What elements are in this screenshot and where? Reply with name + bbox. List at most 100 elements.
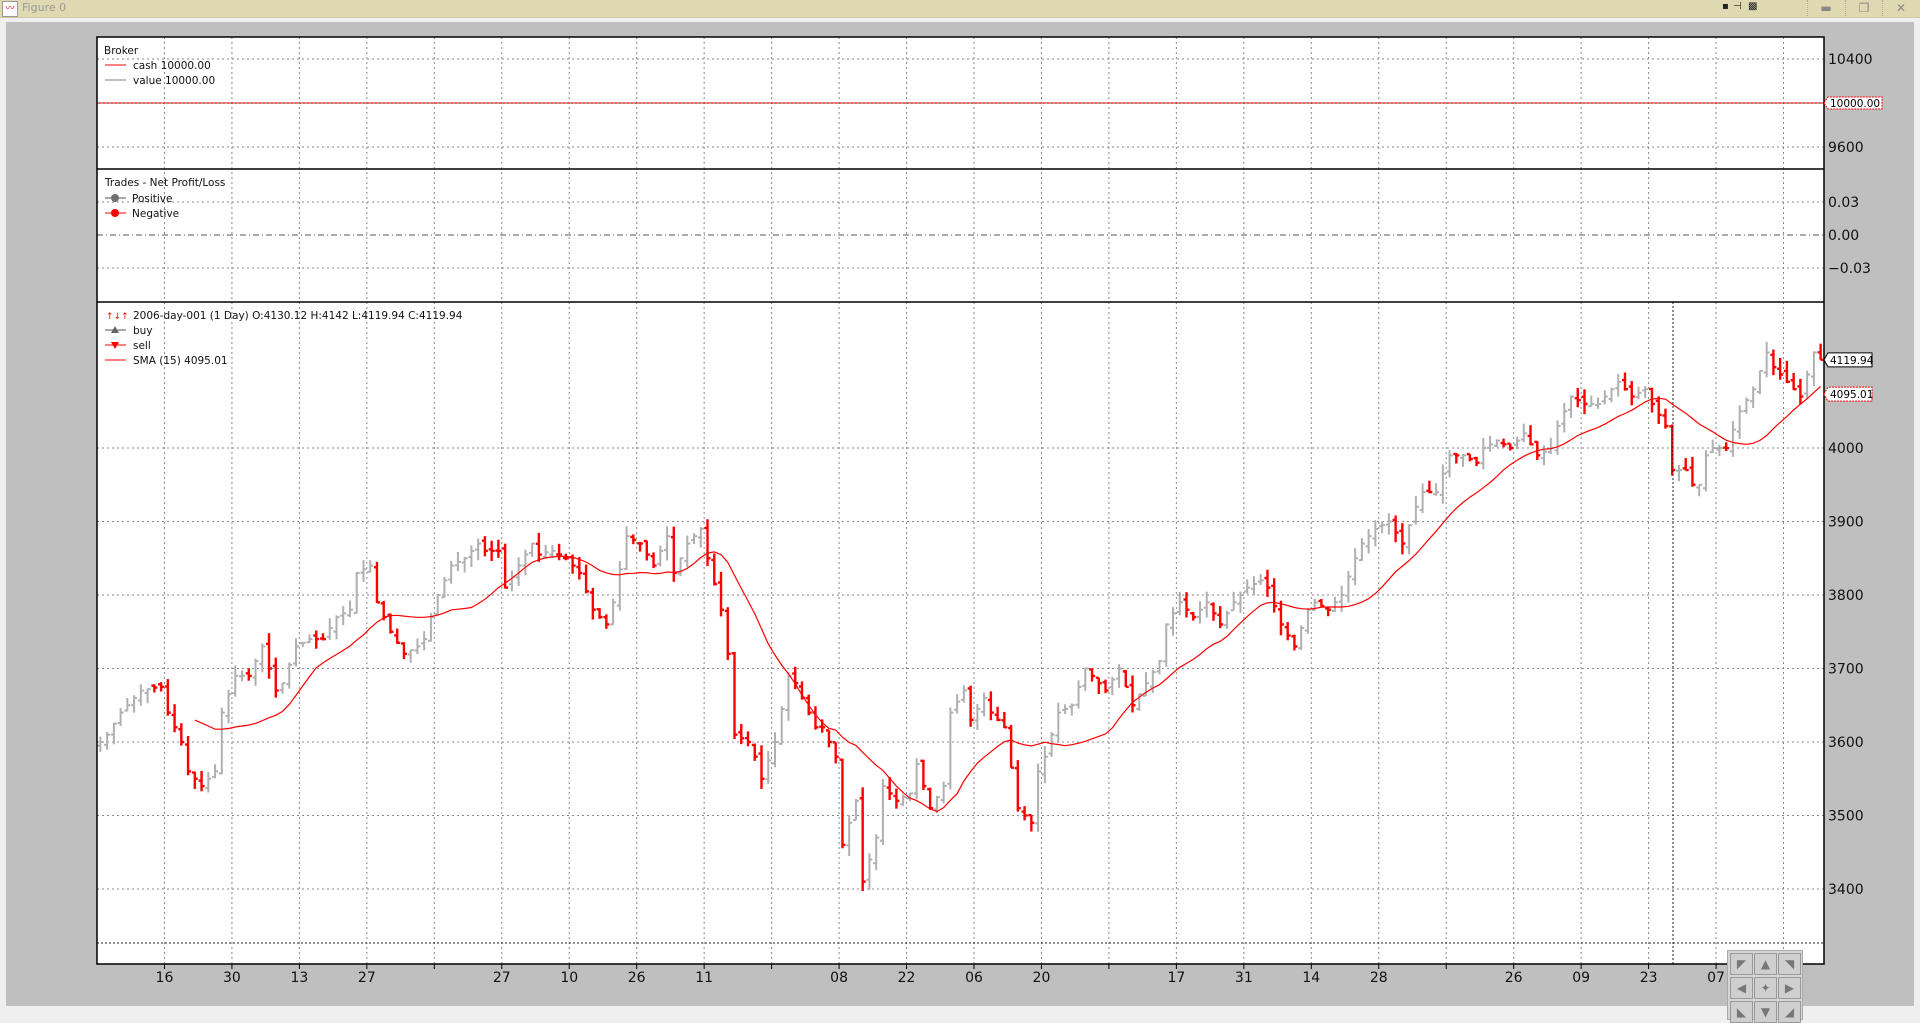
ohlc-bar <box>1628 381 1635 406</box>
ohlc-bar <box>1574 387 1581 408</box>
ohlc-bar <box>1338 585 1345 613</box>
ohlc-bar <box>1682 458 1689 472</box>
ohlc-bar <box>488 540 495 561</box>
ohlc-bar <box>913 758 920 800</box>
ohlc-bar <box>711 553 718 586</box>
ohlc-bar <box>1797 378 1804 405</box>
ohlc-bar <box>340 606 347 626</box>
price-ytick: 3600 <box>1828 735 1864 751</box>
xtick-label: 07 <box>1707 970 1725 986</box>
restore-button[interactable]: ❐ <box>1845 0 1882 16</box>
ohlc-bar <box>1696 483 1703 497</box>
ohlc-legend-icon: ↑↓↑ <box>106 312 129 322</box>
xtick-label: 26 <box>628 970 646 986</box>
xtick-label: 17 <box>1167 970 1185 986</box>
ohlc-bars <box>97 341 1824 892</box>
ohlc-bar <box>1804 370 1811 400</box>
ohlc-bar <box>839 758 846 849</box>
ohlc-bar <box>1520 423 1527 442</box>
price-ytick: 3800 <box>1828 588 1864 604</box>
ohlc-bar <box>1453 452 1460 464</box>
ohlc-bar <box>1406 524 1413 555</box>
pan-down-button[interactable]: ▼ <box>1754 1001 1777 1023</box>
ohlc-bar <box>299 641 306 648</box>
pan-center-button[interactable]: ✦ <box>1754 977 1777 999</box>
close-price-tag-text: 4119.94 <box>1830 355 1874 367</box>
ohlc-bar <box>751 743 758 761</box>
ohlc-bar <box>158 682 165 692</box>
ohlc-bar <box>846 815 853 856</box>
ohlc-bar <box>1439 464 1446 504</box>
xtick-label: 26 <box>1505 970 1523 986</box>
ohlc-bar <box>1170 607 1177 636</box>
ohlc-bar <box>1082 667 1089 691</box>
ohlc-bar <box>1345 571 1352 603</box>
pin-icon[interactable]: ⊣ <box>1733 1 1742 12</box>
ohlc-bar <box>1102 679 1109 694</box>
ohlc-bar <box>758 745 765 789</box>
ohlc-bar <box>1325 607 1332 617</box>
ohlc-bar <box>1621 372 1628 391</box>
ohlc-bar <box>1507 442 1514 451</box>
ohlc-bar <box>1021 806 1028 821</box>
ohlc-bar <box>515 557 522 587</box>
ohlc-bar <box>1271 578 1278 613</box>
ohlc-bar <box>825 729 832 748</box>
dot-icon[interactable]: ▪ <box>1722 1 1729 12</box>
grid-icon[interactable]: ▩ <box>1748 1 1758 12</box>
pan-up-left-button[interactable]: ◤ <box>1730 953 1753 975</box>
ohlc-bar <box>319 633 326 641</box>
ohlc-bar <box>1176 591 1183 616</box>
close-button[interactable]: ✕ <box>1882 0 1919 16</box>
ohlc-bar <box>1527 425 1534 446</box>
ohlc-bar <box>1662 408 1669 429</box>
ohlc-bar <box>1500 438 1507 448</box>
ohlc-bar <box>1568 395 1575 418</box>
buy-legend: buy <box>133 325 153 337</box>
minimize-button[interactable]: ▬ <box>1807 0 1844 16</box>
ohlc-bar <box>1756 369 1763 395</box>
xtick-label: 14 <box>1302 970 1320 986</box>
ohlc-bar <box>603 614 610 629</box>
ohlc-bar <box>657 545 664 567</box>
ohlc-bar <box>1466 452 1473 462</box>
pan-right-button[interactable]: ▶ <box>1778 977 1801 999</box>
ohlc-bar <box>589 587 596 620</box>
ohlc-bar <box>542 544 549 559</box>
pan-up-right-button[interactable]: ◥ <box>1778 953 1801 975</box>
ohlc-bar <box>131 695 138 713</box>
pan-left-button[interactable]: ◀ <box>1730 977 1753 999</box>
ohlc-bar <box>852 798 859 822</box>
ohlc-bar <box>293 638 300 667</box>
ohlc-bar <box>1817 343 1824 362</box>
ohlc-bar <box>104 731 111 750</box>
ohlc-bar <box>502 543 509 589</box>
xtick-label: 13 <box>290 970 308 986</box>
ohlc-bar <box>1412 495 1419 525</box>
pan-up-button[interactable]: ▲ <box>1754 953 1777 975</box>
plot-frame <box>96 36 1825 965</box>
ohlc-bar <box>778 706 785 745</box>
ohlc-bar <box>731 651 738 739</box>
ohlc-bar <box>1783 360 1790 384</box>
ohlc-bar <box>1149 669 1156 693</box>
ohlc-bar <box>623 526 630 571</box>
ohlc-bar <box>583 564 590 594</box>
broker-value-tag <box>1823 96 1883 110</box>
ohlc-bar <box>1196 601 1203 624</box>
ohlc-bar <box>326 618 333 640</box>
ohlc-bar <box>677 557 684 576</box>
ohlc-bar <box>1493 439 1500 448</box>
xtick-label: 11 <box>695 970 713 986</box>
broker-ytick: 10400 <box>1828 52 1873 68</box>
price-ytick: 3900 <box>1828 515 1864 531</box>
ohlc-bar <box>1487 435 1494 452</box>
ohlc-bar <box>1035 763 1042 832</box>
ohlc-bar <box>313 630 320 649</box>
xtick-label: 23 <box>1640 970 1658 986</box>
pan-down-right-button[interactable]: ◢ <box>1778 1001 1801 1023</box>
ohlc-bar <box>178 723 185 746</box>
ohlc-bar <box>394 628 401 644</box>
ohlc-bar <box>556 543 563 561</box>
pan-down-left-button[interactable]: ◣ <box>1730 1001 1753 1023</box>
